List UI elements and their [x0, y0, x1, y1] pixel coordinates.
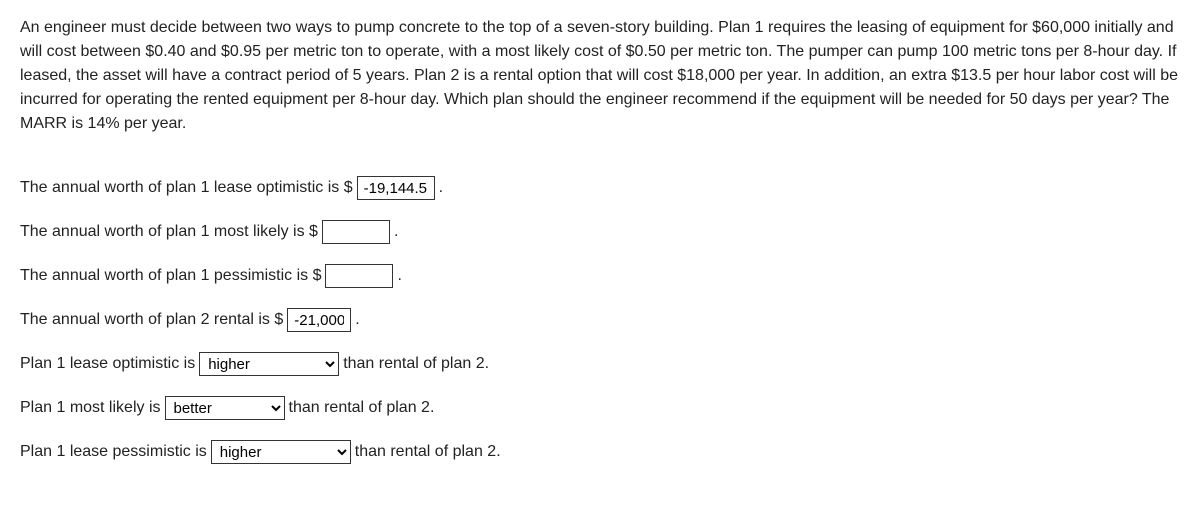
- plan1-optimistic-compare-select[interactable]: higher: [199, 352, 339, 376]
- answer-prefix-5: Plan 1 lease optimistic is: [20, 355, 195, 373]
- plan1-optimistic-input[interactable]: [357, 176, 435, 200]
- answer-line-5: Plan 1 lease optimistic is higher than r…: [20, 352, 1180, 376]
- answer-line-1: The annual worth of plan 1 lease optimis…: [20, 176, 1180, 200]
- answer-suffix-1: .: [439, 179, 443, 197]
- answer-prefix-7: Plan 1 lease pessimistic is: [20, 443, 207, 461]
- answer-line-7: Plan 1 lease pessimistic is higher than …: [20, 440, 1180, 464]
- answer-suffix-3: .: [397, 267, 401, 285]
- plan1-pessimistic-input[interactable]: [325, 264, 393, 288]
- problem-statement: An engineer must decide between two ways…: [20, 16, 1180, 136]
- answer-prefix-2: The annual worth of plan 1 most likely i…: [20, 223, 318, 241]
- answer-line-6: Plan 1 most likely is better than rental…: [20, 396, 1180, 420]
- answer-suffix-4: .: [355, 311, 359, 329]
- answer-suffix-5: than rental of plan 2.: [343, 355, 489, 373]
- answer-prefix-1: The annual worth of plan 1 lease optimis…: [20, 179, 353, 197]
- plan2-rental-input[interactable]: [287, 308, 351, 332]
- answer-line-3: The annual worth of plan 1 pessimistic i…: [20, 264, 1180, 288]
- plan1-pessimistic-compare-select[interactable]: higher: [211, 440, 351, 464]
- answer-suffix-6: than rental of plan 2.: [289, 399, 435, 417]
- answer-prefix-6: Plan 1 most likely is: [20, 399, 161, 417]
- answer-prefix-4: The annual worth of plan 2 rental is $: [20, 311, 283, 329]
- answer-suffix-2: .: [394, 223, 398, 241]
- answer-prefix-3: The annual worth of plan 1 pessimistic i…: [20, 267, 321, 285]
- answer-line-4: The annual worth of plan 2 rental is $ .: [20, 308, 1180, 332]
- answer-line-2: The annual worth of plan 1 most likely i…: [20, 220, 1180, 244]
- plan1-mostlikely-input[interactable]: [322, 220, 390, 244]
- plan1-mostlikely-compare-select[interactable]: better: [165, 396, 285, 420]
- answer-suffix-7: than rental of plan 2.: [355, 443, 501, 461]
